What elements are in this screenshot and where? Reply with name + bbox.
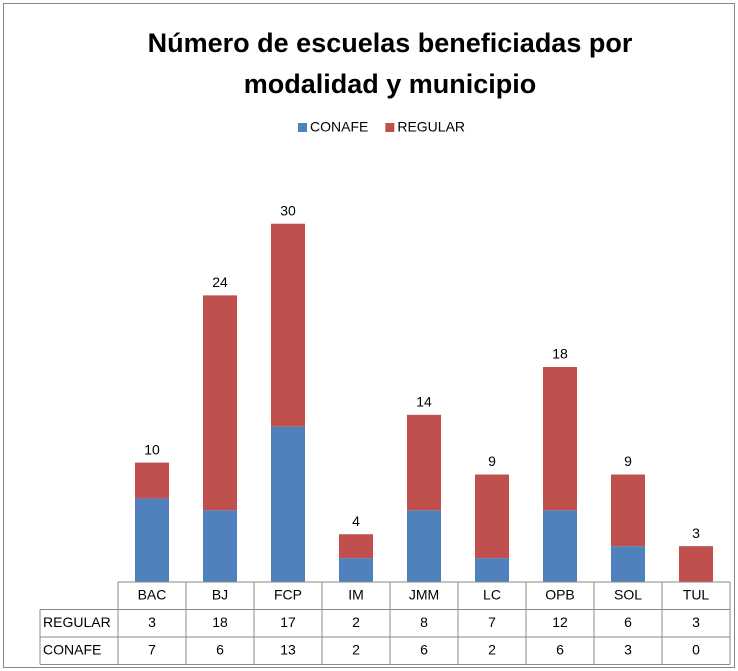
- total-label: 14: [416, 394, 432, 410]
- bar-segment: [475, 558, 509, 582]
- total-label: 3: [692, 525, 700, 541]
- total-label: 24: [212, 274, 228, 290]
- table-cell: 2: [352, 614, 360, 630]
- table-cell: 3: [148, 614, 156, 630]
- x-tick-label: FCP: [274, 586, 302, 602]
- bar-segment: [407, 510, 441, 582]
- legend-swatch: [385, 123, 395, 132]
- bar-segment: [611, 474, 645, 547]
- table-cell: 7: [148, 641, 156, 657]
- bar-segment: [339, 534, 373, 559]
- bar-segment: [203, 510, 237, 582]
- table-cell: 8: [420, 614, 428, 630]
- x-tick-label: TUL: [683, 586, 710, 602]
- legend-label: REGULAR: [397, 119, 465, 135]
- table-row-label: CONAFE: [43, 641, 101, 657]
- bar-segment: [135, 462, 169, 499]
- total-label: 4: [352, 513, 360, 529]
- bar-segment: [271, 426, 305, 582]
- table-cell: 6: [624, 614, 632, 630]
- x-tick-label: BJ: [212, 586, 228, 602]
- x-tick-label: JMM: [409, 586, 439, 602]
- bar-segment: [407, 414, 441, 511]
- x-tick-label: SOL: [614, 586, 642, 602]
- chart-title: modalidad y municipio: [244, 69, 537, 99]
- table-cell: 7: [488, 614, 496, 630]
- table-cell: 3: [624, 641, 632, 657]
- total-label: 9: [488, 453, 496, 469]
- legend-swatch: [298, 123, 307, 132]
- x-tick-label: OPB: [545, 586, 575, 602]
- bar-segment: [339, 558, 373, 582]
- bar-segment: [543, 510, 577, 582]
- total-label: 30: [280, 202, 296, 218]
- x-tick-label: BAC: [138, 586, 167, 602]
- bar-segment: [679, 546, 713, 582]
- bar-segment: [543, 367, 577, 511]
- total-label: 18: [552, 346, 568, 362]
- table-cell: 2: [488, 641, 496, 657]
- legend-label: CONAFE: [310, 119, 368, 135]
- bar-segment: [271, 223, 305, 427]
- table-cell: 12: [552, 614, 568, 630]
- bar-segment: [203, 295, 237, 511]
- table-cell: 3: [692, 614, 700, 630]
- table-row-label: REGULAR: [43, 614, 111, 630]
- chart-title: Número de escuelas beneficiadas por: [148, 28, 633, 58]
- table-cell: 6: [556, 641, 564, 657]
- x-tick-label: LC: [483, 586, 501, 602]
- table-cell: 2: [352, 641, 360, 657]
- table-cell: 0: [692, 641, 700, 657]
- table-cell: 13: [280, 641, 296, 657]
- table-cell: 17: [280, 614, 296, 630]
- total-label: 10: [144, 441, 160, 457]
- bar-segment: [135, 498, 169, 582]
- table-cell: 6: [420, 641, 428, 657]
- table-cell: 18: [212, 614, 228, 630]
- bar-segment: [475, 474, 509, 559]
- table-cell: 6: [216, 641, 224, 657]
- x-tick-label: IM: [348, 586, 364, 602]
- bar-segment: [611, 546, 645, 582]
- total-label: 9: [624, 453, 632, 469]
